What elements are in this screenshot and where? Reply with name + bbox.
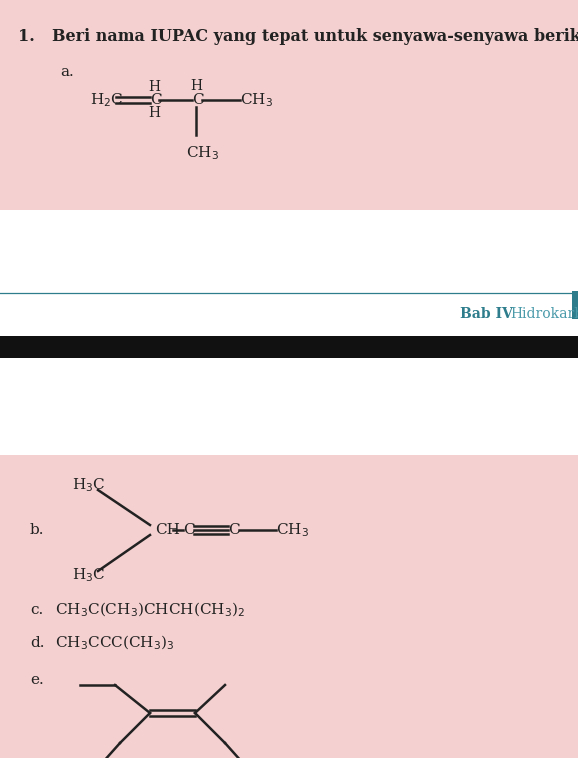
Text: H$_3$C: H$_3$C <box>72 566 105 584</box>
Bar <box>572 291 578 319</box>
Text: C: C <box>150 93 162 107</box>
Bar <box>0 336 578 358</box>
Text: CH$_3$: CH$_3$ <box>186 144 219 161</box>
Text: a.: a. <box>60 65 74 79</box>
Text: d.: d. <box>30 636 45 650</box>
Text: CH$_3$C(CH$_3$)CHCH(CH$_3$)$_2$: CH$_3$C(CH$_3$)CHCH(CH$_3$)$_2$ <box>55 601 245 619</box>
Bar <box>0 298 578 336</box>
Bar <box>0 0 578 210</box>
Text: H$_3$C: H$_3$C <box>72 476 105 494</box>
Text: CH: CH <box>155 523 180 537</box>
Text: Bab IV: Bab IV <box>460 307 513 321</box>
Text: c.: c. <box>30 603 43 617</box>
Text: CH$_3$CCC(CH$_3$)$_3$: CH$_3$CCC(CH$_3$)$_3$ <box>55 634 175 652</box>
Text: H$_2$C: H$_2$C <box>90 91 124 109</box>
Bar <box>0 455 578 758</box>
Text: H: H <box>148 106 160 120</box>
Text: C: C <box>192 93 203 107</box>
Text: Hidrokarbon: Hidrokarbon <box>510 307 578 321</box>
Bar <box>0 358 578 455</box>
Text: H: H <box>148 80 160 94</box>
Text: H: H <box>190 79 202 93</box>
Text: 1.: 1. <box>18 28 35 45</box>
Text: b.: b. <box>30 523 45 537</box>
Text: CH$_3$: CH$_3$ <box>276 522 309 539</box>
Text: e.: e. <box>30 673 44 687</box>
Text: CH$_3$: CH$_3$ <box>240 91 273 109</box>
Text: C: C <box>183 523 195 537</box>
Text: C: C <box>228 523 240 537</box>
Text: Beri nama IUPAC yang tepat untuk senyawa-senyawa berikut ini!: Beri nama IUPAC yang tepat untuk senyawa… <box>52 28 578 45</box>
Bar <box>0 210 578 293</box>
